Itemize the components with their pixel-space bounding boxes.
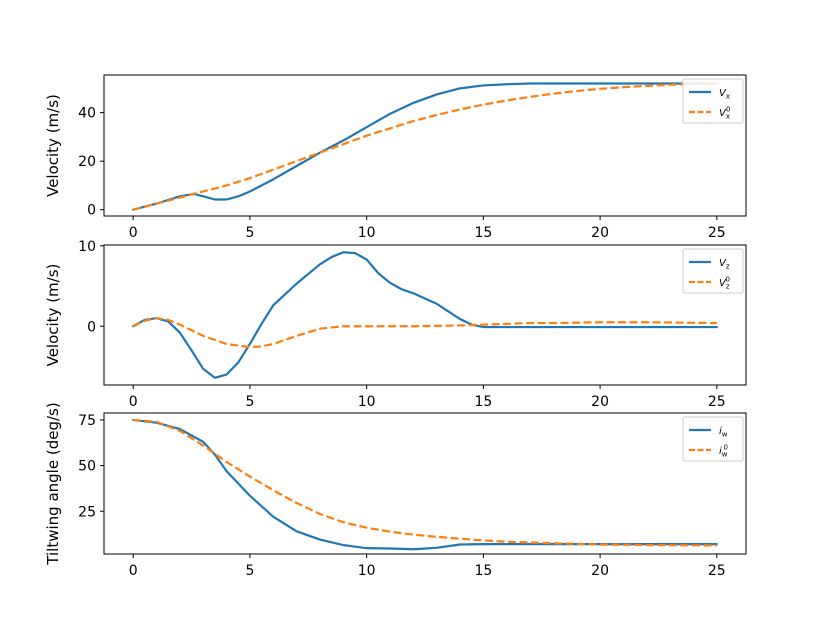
y-axis-label: Tiltwing angle (deg/s)	[44, 402, 62, 565]
y-tick-label: 50	[78, 459, 96, 475]
y-tick-label: 0	[87, 319, 96, 335]
x-tick-label: 5	[245, 394, 254, 410]
legend: Vx Vx0	[682, 78, 744, 124]
x-tick-label: 10	[358, 563, 376, 579]
x-tick-label: 20	[591, 225, 609, 241]
legend: Vz Vz0	[682, 248, 744, 294]
legend-label: Vz0	[719, 276, 730, 291]
y-tick-label: 0	[87, 203, 96, 219]
x-tick-label: 0	[129, 225, 138, 241]
x-tick-label: 25	[708, 563, 726, 579]
y-tick-label: 20	[78, 154, 96, 170]
y-tick-label: 40	[78, 106, 96, 122]
y-axis-label: Velocity (m/s)	[44, 264, 62, 367]
series-line-2-1	[132, 251, 718, 379]
legend-label: iw	[719, 426, 728, 439]
series-line-3-1	[132, 418, 718, 551]
y-tick-label: 25	[78, 504, 96, 520]
axes-frame	[103, 412, 747, 555]
x-tick-label: 5	[245, 563, 254, 579]
y-tick-label: 75	[78, 413, 96, 429]
legend-label: Vz	[719, 258, 730, 271]
axes-frame	[103, 74, 747, 217]
x-tick-label: 15	[474, 225, 492, 241]
series-line-1-1	[132, 82, 718, 211]
x-tick-label: 20	[591, 394, 609, 410]
x-tick-label: 15	[474, 563, 492, 579]
x-tick-label: 25	[708, 225, 726, 241]
series-line-3-2	[133, 418, 717, 547]
legend-box	[682, 248, 744, 294]
x-tick-label: 5	[245, 225, 254, 241]
legend-box	[682, 416, 744, 462]
x-tick-label: 10	[358, 225, 376, 241]
subplot-2: 0 5 10 15 20 25 0 10 Velocity (m/s) Vz Vz0	[44, 239, 747, 410]
x-tick-label: 20	[591, 563, 609, 579]
x-tick-label: 15	[474, 394, 492, 410]
series-line-2-2	[132, 317, 717, 349]
axes-frame	[103, 244, 747, 386]
x-tick-label: 10	[358, 394, 376, 410]
series-line-1-2	[132, 82, 717, 211]
subplot-1: 0 5 10 15 20 25 0 20 40 Velocity (m/s) Vx Vx0	[44, 74, 747, 241]
x-tick-label: 25	[708, 394, 726, 410]
x-tick-label: 0	[129, 394, 138, 410]
legend: iw iw0	[682, 416, 744, 462]
y-axis-label: Velocity (m/s)	[44, 94, 62, 197]
legend-label: Vx	[719, 88, 730, 101]
y-tick-label: 10	[78, 239, 96, 255]
x-tick-label: 0	[129, 563, 138, 579]
subplot-3: 0 5 10 15 20 25 25 50 75 Tiltwing angle (deg/s) iw…	[44, 402, 747, 579]
legend-box	[682, 78, 744, 124]
legend-label: Vx0	[719, 106, 730, 121]
legend-label: iw0	[719, 444, 728, 459]
